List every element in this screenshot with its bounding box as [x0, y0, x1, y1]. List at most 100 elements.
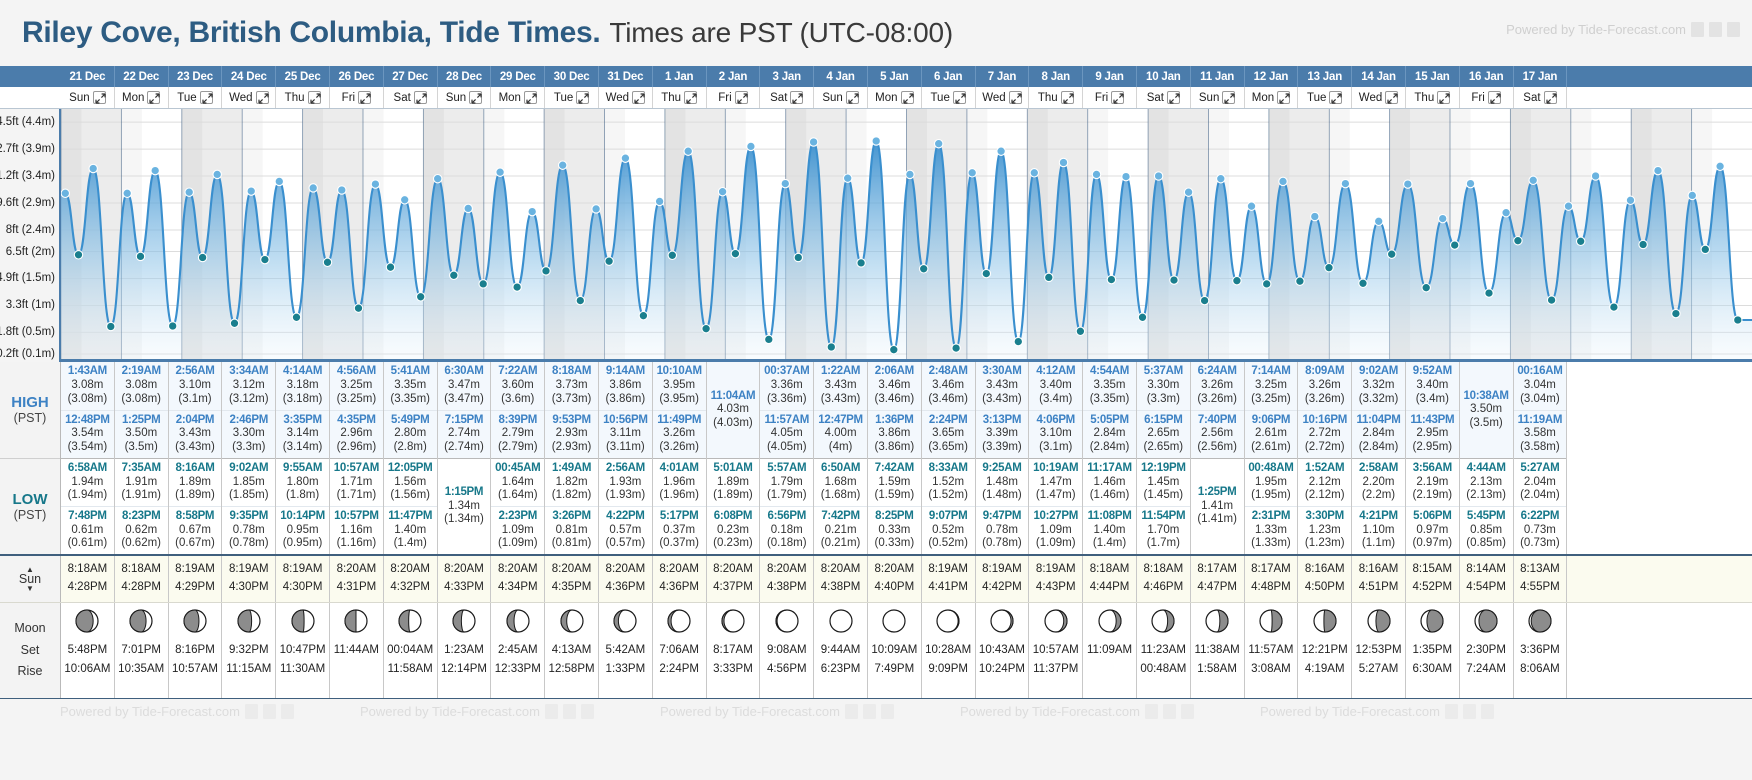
expand-icon[interactable] [790, 91, 804, 104]
expand-icon[interactable] [1166, 91, 1180, 104]
low-tide-time: 2:31PM [1251, 510, 1291, 523]
low-tide-point [1513, 235, 1523, 246]
low-tide-event: 4:44AM 2.13m (2.13m) [1460, 459, 1513, 506]
low-tide-height: 2.12m [1308, 475, 1341, 488]
moon-cell-11: 7:06AM 2:24PM [653, 603, 707, 698]
high-tide-height-alt: (3.6m) [501, 392, 535, 405]
expand-icon[interactable] [1543, 91, 1557, 104]
expand-icon[interactable] [92, 91, 106, 104]
weekday-label: Tue [177, 91, 197, 104]
low-tide-height: 0.73m [1523, 523, 1556, 536]
expand-icon[interactable] [1008, 91, 1022, 104]
tide-column-13: 00:37AM 3.36m (3.36m) 11:57AM 4.05m (4.05m) 5:… [760, 362, 815, 554]
low-tide-height: 1.48m [985, 475, 1018, 488]
moonrise-time: 4:19AM [1304, 662, 1345, 675]
low-tide-time: 2:58AM [1358, 462, 1399, 475]
expand-icon[interactable] [900, 91, 914, 104]
high-tide-height-alt: (3.35m) [390, 392, 430, 405]
low-tide-height-alt: (1.4m) [1092, 537, 1127, 550]
tide-column-1: 2:19AM 3.08m (3.08m) 1:25PM 3.50m (3.5m) 7:35A… [114, 362, 169, 554]
high-tide-event: 4:12AM 3.40m (3.4m) [1029, 362, 1082, 410]
moon-cell-7: 1:23AM 12:14PM [438, 603, 492, 698]
moonset-time: 7:01PM [121, 644, 161, 656]
moonset-time: 10:47PM [279, 644, 326, 656]
expand-icon[interactable] [523, 91, 537, 104]
low-tide-time: 10:19AM [1033, 462, 1079, 475]
low-tide-height-alt: (1.82m) [551, 489, 592, 502]
expand-icon[interactable] [199, 91, 213, 104]
moon-times: 11:23AM 00:48AM [1140, 641, 1186, 678]
high-tide-event: 5:37AM 3.30m (3.3m) [1137, 362, 1190, 410]
footer-watermark-1: Powered by Tide-Forecast.com [360, 704, 594, 719]
moonset-time: 10:43AM [978, 644, 1025, 656]
expand-icon[interactable] [1111, 91, 1125, 104]
moon-phase-icon [1259, 609, 1283, 633]
expand-icon[interactable] [413, 91, 427, 104]
expand-icon[interactable] [952, 91, 966, 104]
low-tide-cell: 2:58AM 2.20m (2.2m) 4:21PM 1.10m (1.1m) [1352, 458, 1405, 554]
expand-icon[interactable] [307, 91, 321, 104]
weekday-label: Mon [1251, 91, 1275, 104]
tide-table: HIGH (PST) LOW (PST) 1:43AM 3.08m (3.08m) 1… [0, 362, 1752, 554]
high-tide-point [591, 204, 601, 214]
expand-icon[interactable] [684, 91, 698, 104]
high-tide-height: 3.25m [340, 378, 373, 391]
expand-icon[interactable] [1277, 91, 1291, 104]
expand-icon[interactable] [358, 91, 372, 104]
high-tide-event: 2:48AM 3.46m (3.46m) [922, 362, 975, 410]
expand-icon[interactable] [734, 91, 748, 104]
high-tide-cell: 4:56AM 3.25m (3.25m) 4:35PM 2.96m (2.96m) [329, 362, 383, 458]
high-tide-time: 9:14AM [605, 365, 645, 378]
high-tide-height-alt: (2.56m) [1197, 441, 1237, 454]
low-tide-height-alt: (0.52m) [928, 537, 968, 550]
sun-cell-14: 8:20AM 4:38PM [814, 556, 868, 602]
expand-icon[interactable] [1385, 91, 1399, 104]
moon-phase-icon [506, 609, 530, 633]
low-tide-point [575, 295, 586, 306]
high-tide-time: 8:09AM [1305, 365, 1345, 378]
low-tide-height: 1.89m [179, 475, 211, 488]
low-tide-height: 1.52m [932, 475, 965, 488]
moon-times: 3:36PM 8:06AM [1520, 641, 1560, 678]
expand-icon[interactable] [1060, 91, 1074, 104]
expand-icon[interactable] [469, 91, 483, 104]
low-tide-time: 9:02AM [229, 462, 269, 475]
moon-cell-26: 2:30PM 7:24AM [1460, 603, 1514, 698]
high-tide-cell: 7:22AM 3.60m (3.6m) 8:39PM 2.79m (2.79m) [491, 362, 545, 458]
expand-icon[interactable] [255, 91, 269, 104]
moon-phase-icon [828, 609, 853, 633]
weekday-label: Sat [393, 91, 411, 104]
low-tide-height: 2.20m [1362, 475, 1395, 488]
weekday-label: Thu [1037, 91, 1058, 104]
sunset-time: 4:51PM [1358, 581, 1399, 593]
sunrise-time: 8:20AM [336, 563, 377, 576]
expand-icon[interactable] [632, 91, 646, 104]
high-tide-time: 6:24AM [1197, 365, 1237, 378]
expand-icon[interactable] [1437, 91, 1451, 104]
powered-by-header: Powered by Tide-Forecast.com [1506, 22, 1740, 37]
moonset-time: 12:53PM [1355, 644, 1402, 656]
tide-column-16: 2:48AM 3.46m (3.46m) 2:24PM 3.65m (3.65m) 8:33… [921, 362, 976, 554]
high-tide-time: 4:06PM [1036, 413, 1076, 426]
moon-cell-8: 2:45AM 12:33PM [491, 603, 546, 698]
expand-icon[interactable] [1487, 91, 1501, 104]
expand-icon[interactable] [147, 91, 161, 104]
y-tick-4: 8ft (2.4m) [5, 223, 55, 236]
expand-icon[interactable] [1222, 91, 1236, 104]
expand-icon[interactable] [1329, 91, 1343, 104]
moon-times: 8:16PM 10:57AM [172, 641, 218, 678]
expand-icon[interactable] [845, 91, 859, 104]
low-tide-event: 5:06PM 0.97m (0.97m) [1405, 506, 1459, 554]
spacer [438, 528, 491, 554]
high-tide-height: 2.93m [555, 427, 588, 440]
refresh-icon [862, 704, 876, 719]
expand-icon[interactable] [576, 91, 590, 104]
sun-cell-22: 8:17AM 4:48PM [1244, 556, 1299, 602]
high-tide-event: 9:52AM 3.40m (3.4m) [1406, 362, 1459, 410]
high-tide-cell: 7:14AM 3.25m (3.25m) 9:06PM 2.61m (2.61m) [1244, 362, 1298, 458]
high-tide-height: 3.86m [878, 427, 911, 440]
low-tide-height: 0.67m [179, 523, 211, 536]
high-tide-height: 2.84m [1093, 427, 1126, 440]
sunset-time: 4:28PM [67, 581, 108, 593]
sunrise-time: 8:19AM [282, 563, 323, 576]
